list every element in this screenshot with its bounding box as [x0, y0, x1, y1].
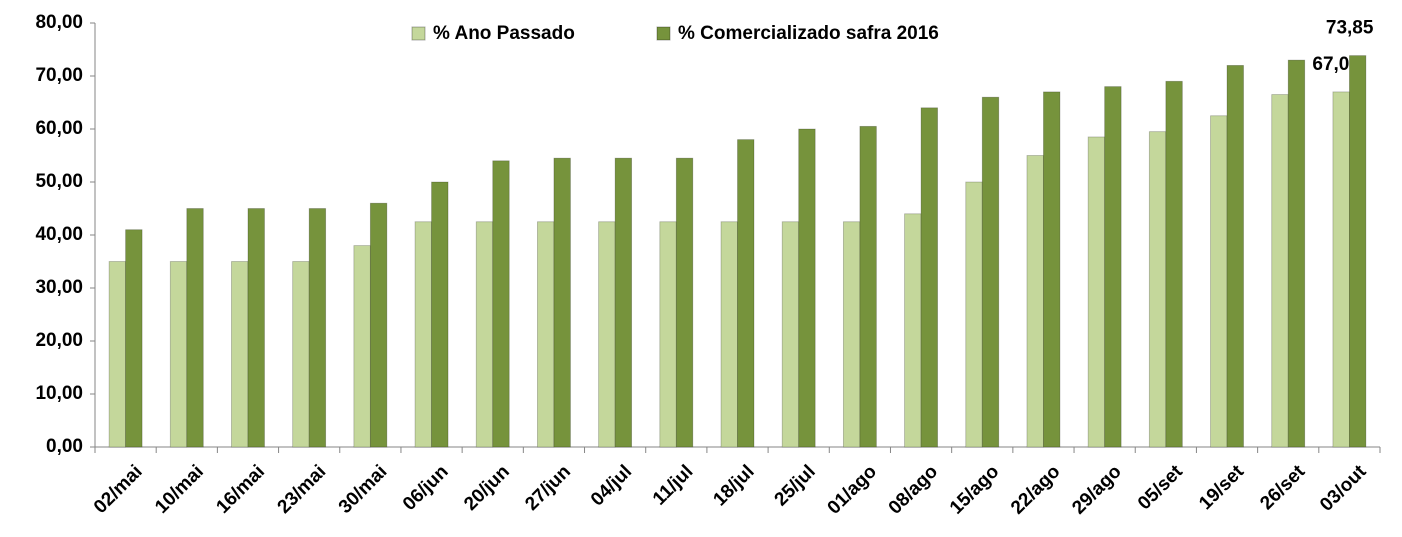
bar: [981, 96, 1000, 448]
y-tick-label: 10,00: [35, 383, 83, 404]
bar: [904, 213, 922, 448]
x-tick-label: 15/ago: [946, 461, 1003, 518]
bar: [1332, 91, 1350, 448]
bar: [720, 221, 738, 448]
legend-label: % Ano Passado: [433, 23, 575, 44]
x-tick-label: 25/jul: [771, 461, 820, 510]
bar: [125, 229, 143, 448]
bar: [537, 221, 555, 448]
x-tick-label: 08/ago: [885, 461, 942, 518]
bar: [842, 221, 861, 448]
bar: [1349, 55, 1367, 448]
bar: [598, 221, 616, 448]
bar: [308, 208, 327, 448]
bar: [1026, 155, 1044, 448]
bar: [798, 128, 816, 448]
bar: [1087, 136, 1106, 448]
bar: [431, 181, 449, 448]
x-tick-label: 16/mai: [212, 461, 269, 518]
value-label: 67,00: [1312, 54, 1360, 75]
x-tick-label: 11/jul: [649, 461, 697, 509]
bar: [1210, 115, 1228, 448]
x-tick-label: 04/jul: [587, 461, 636, 510]
legend-swatch: [411, 26, 426, 41]
x-tick-label: 20/jun: [460, 461, 514, 515]
x-tick-label: 26/set: [1256, 461, 1309, 514]
x-tick-label: 10/mai: [151, 461, 208, 518]
y-tick-label: 40,00: [35, 224, 83, 245]
bar: [186, 208, 204, 448]
bar: [247, 208, 265, 448]
bar: [108, 261, 126, 448]
y-tick-label: 20,00: [35, 330, 83, 351]
value-label: 73,85: [1326, 18, 1374, 39]
bar: [859, 125, 877, 448]
x-tick-label: 29/ago: [1068, 461, 1125, 518]
x-tick-label: 05/set: [1134, 461, 1187, 514]
y-tick-label: 70,00: [35, 65, 83, 86]
x-tick-label: 23/mai: [274, 461, 331, 518]
bar: [353, 245, 371, 448]
y-tick-label: 80,00: [35, 12, 83, 33]
x-tick-label: 01/ago: [824, 461, 881, 518]
bar: [614, 157, 633, 448]
y-tick-label: 0,00: [46, 436, 83, 457]
bar: [659, 221, 677, 448]
y-tick-label: 30,00: [35, 277, 83, 298]
bar: [292, 261, 310, 448]
bar: [169, 261, 188, 448]
bar: [1226, 65, 1244, 448]
bar: [1271, 94, 1289, 448]
bar: [920, 107, 938, 448]
bar: [369, 202, 388, 448]
bar: [1104, 86, 1122, 448]
bar: [1165, 80, 1183, 448]
y-tick-label: 50,00: [35, 171, 83, 192]
x-tick-label: 18/jul: [709, 461, 758, 510]
bar: [1287, 59, 1306, 448]
x-tick-label: 19/set: [1195, 461, 1248, 514]
bar: [475, 221, 494, 448]
bar: [414, 221, 432, 448]
bar: [965, 181, 983, 448]
bar: [492, 160, 510, 448]
x-tick-label: 22/ago: [1007, 461, 1064, 518]
legend-label: % Comercializado safra 2016: [678, 23, 939, 44]
y-tick-label: 60,00: [35, 118, 83, 139]
bar: [1043, 91, 1061, 448]
x-tick-label: 30/mai: [335, 461, 392, 518]
x-tick-label: 27/jun: [521, 461, 575, 515]
legend-swatch: [656, 26, 671, 41]
bar: [737, 139, 755, 448]
bar: [231, 261, 249, 448]
x-tick-label: 03/out: [1316, 461, 1371, 516]
bar: [553, 157, 571, 448]
bar: [675, 157, 694, 448]
x-tick-label: 06/jun: [399, 461, 453, 515]
x-tick-label: 02/mai: [90, 461, 147, 518]
bar: [1148, 131, 1167, 448]
bar: [781, 221, 800, 448]
